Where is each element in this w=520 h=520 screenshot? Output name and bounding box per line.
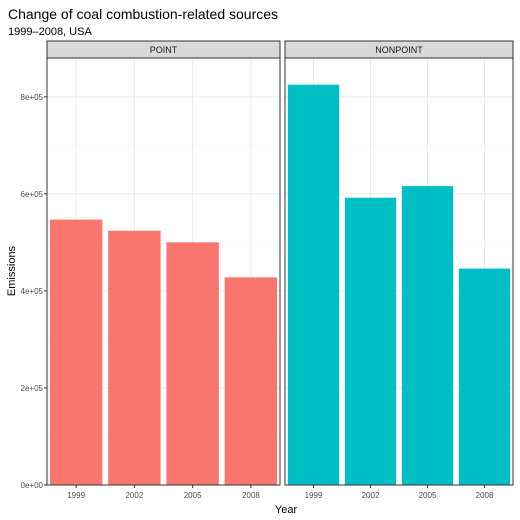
x-tick-label: 2008: [242, 491, 260, 500]
y-tick-label: 0e+00: [21, 481, 44, 490]
y-axis-title: Emissions: [6, 245, 18, 296]
bar-nonpoint-2002: [344, 197, 397, 485]
panel-point: POINT 1999 2002 2005 2008: [46, 40, 281, 500]
y-tick-label: 8e+05: [21, 93, 44, 102]
bar-nonpoint-1999: [287, 84, 340, 485]
x-tick-label: 2002: [125, 491, 143, 500]
y-axis: 0e+00 2e+05 4e+05 6e+05 8e+05: [21, 93, 47, 490]
x-tick-label: 1999: [67, 491, 85, 500]
panel-nonpoint: NONPOINT 1999 2002 2005 2008: [284, 40, 514, 500]
x-tick-label: 1999: [305, 491, 323, 500]
panel-border: [284, 57, 514, 486]
x-tick-label: 2008: [476, 491, 494, 500]
bar-point-2002: [108, 230, 161, 485]
facet-strip-label: NONPOINT: [375, 45, 423, 55]
x-tick-label: 2002: [362, 491, 380, 500]
bar-nonpoint-2005: [401, 186, 454, 485]
chart-title: Change of coal combustion-related source…: [8, 6, 278, 22]
chart-subtitle: 1999–2008, USA: [8, 26, 92, 38]
y-tick-label: 6e+05: [21, 190, 44, 199]
y-tick-label: 4e+05: [21, 287, 44, 296]
facet-strip-label: POINT: [150, 45, 178, 55]
x-axis-title: Year: [275, 504, 298, 516]
facet-panels: POINT 1999 2002 2005 2008 NONPOINT 1999 2002 200…: [46, 40, 514, 500]
x-tick-label: 2005: [419, 491, 437, 500]
bar-point-1999: [49, 219, 103, 485]
bar-point-2008: [224, 277, 278, 485]
x-tick-label: 2005: [184, 491, 202, 500]
bar-point-2005: [166, 242, 219, 485]
bar-nonpoint-2008: [458, 268, 511, 485]
y-tick-label: 2e+05: [21, 384, 44, 393]
panel-border: [46, 57, 281, 486]
